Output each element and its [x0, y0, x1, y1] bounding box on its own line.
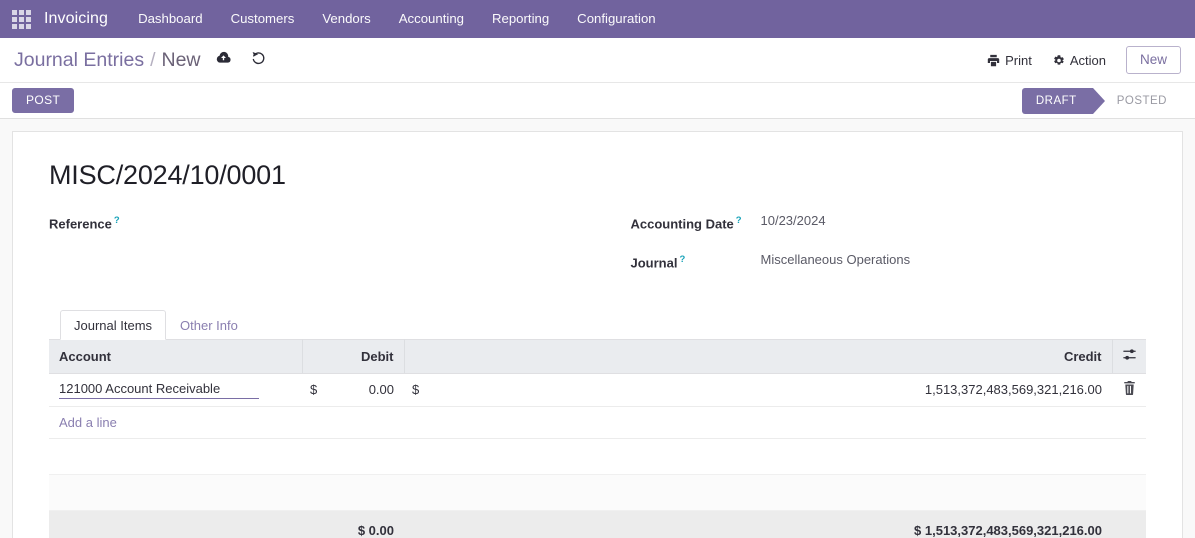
- cloud-upload-icon[interactable]: [215, 49, 232, 66]
- record-actions: [215, 49, 267, 66]
- help-icon[interactable]: ?: [113, 215, 120, 226]
- menu-item-dashboard[interactable]: Dashboard: [138, 11, 203, 26]
- table-header-row: Account Debit Credit: [49, 338, 1146, 374]
- delete-row-button[interactable]: [1112, 373, 1146, 407]
- help-icon[interactable]: ?: [735, 215, 742, 226]
- top-navbar: Invoicing Dashboard Customers Vendors Ac…: [0, 0, 1195, 38]
- field-row-reference: Reference?: [49, 209, 578, 235]
- total-debit: $ 0.00: [302, 509, 404, 538]
- menu-item-customers[interactable]: Customers: [230, 11, 295, 26]
- apps-grid-icon[interactable]: [8, 6, 34, 32]
- form-column-left: Reference?: [49, 209, 598, 288]
- accounting-date-label: Accounting Date?: [631, 209, 761, 235]
- app-brand-invoicing[interactable]: Invoicing: [44, 10, 109, 27]
- trash-icon: [1123, 381, 1136, 396]
- reference-input[interactable]: [179, 209, 359, 232]
- journal-label: Journal?: [631, 248, 761, 274]
- printer-icon: [987, 54, 1000, 67]
- breadcrumb-current-new: New: [161, 48, 201, 71]
- post-button[interactable]: POST: [12, 87, 75, 114]
- form-sheet: MISC/2024/10/0001 Reference? Accounting …: [12, 131, 1183, 538]
- cell-credit-currency: $: [404, 373, 426, 407]
- print-button[interactable]: Print: [977, 53, 1042, 68]
- cell-debit-currency: $: [302, 373, 350, 407]
- column-header-account[interactable]: Account: [49, 338, 303, 374]
- tab-journal-items[interactable]: Journal Items: [60, 309, 167, 340]
- print-label: Print: [1005, 52, 1032, 68]
- totals-spacer: [49, 509, 302, 538]
- tab-other-info[interactable]: Other Info: [180, 317, 238, 333]
- sheet-container: MISC/2024/10/0001 Reference? Accounting …: [0, 119, 1195, 538]
- notebook: Journal Items Other Info Account Debit C…: [49, 309, 1146, 538]
- menu-item-accounting[interactable]: Accounting: [398, 11, 464, 26]
- control-panel: Journal Entries / New: [0, 38, 1195, 83]
- field-row-accounting-date: Accounting Date? 10/23/2024: [631, 209, 1147, 235]
- table-row[interactable]: 121000 Account Receivable $ 0.00 $ 1,513…: [49, 373, 1146, 407]
- page-title: MISC/2024/10/0001: [49, 160, 286, 190]
- menu-item-reporting[interactable]: Reporting: [491, 11, 550, 26]
- optional-columns-toggle[interactable]: [1112, 338, 1146, 374]
- total-credit: $ 1,513,372,483,569,321,216.00: [404, 509, 1112, 538]
- main-menu: Dashboard Customers Vendors Accounting R…: [124, 0, 670, 38]
- column-header-debit[interactable]: Debit: [302, 338, 405, 374]
- new-button[interactable]: New: [1125, 45, 1181, 75]
- reference-label: Reference?: [49, 209, 179, 235]
- breadcrumb-parent-journal-entries[interactable]: Journal Entries: [14, 48, 145, 71]
- add-line-row[interactable]: Add a line: [49, 406, 1146, 439]
- journal-items-table: Account Debit Credit: [49, 338, 1146, 538]
- control-panel-right: Print Action New: [977, 45, 1181, 75]
- account-input[interactable]: 121000 Account Receivable: [59, 381, 259, 399]
- status-bar: POST DRAFT POSTED: [0, 83, 1195, 119]
- totals-row: $ 0.00 $ 1,513,372,483,569,321,216.00: [49, 509, 1146, 538]
- add-a-line-link[interactable]: Add a line: [59, 414, 117, 430]
- help-icon[interactable]: ?: [679, 254, 686, 266]
- reference-label-text: Reference: [49, 216, 112, 232]
- notebook-tabs: Journal Items Other Info: [49, 309, 1146, 340]
- gear-icon: [1052, 54, 1065, 67]
- sliders-icon: [1122, 347, 1137, 362]
- cell-account[interactable]: 121000 Account Receivable: [49, 373, 302, 407]
- status-stage-draft[interactable]: DRAFT: [1021, 87, 1105, 114]
- cell-debit[interactable]: 0.00: [350, 373, 404, 407]
- form-column-right: Accounting Date? 10/23/2024 Journal? Mis…: [598, 209, 1147, 288]
- control-panel-left: Journal Entries / New: [14, 49, 267, 72]
- accounting-date-label-text: Accounting Date: [630, 216, 734, 232]
- journal-label-text: Journal: [630, 255, 678, 271]
- totals-spacer-right: [1112, 509, 1146, 538]
- add-line-cell[interactable]: Add a line: [49, 406, 1146, 439]
- empty-row: [49, 474, 1146, 511]
- menu-item-configuration[interactable]: Configuration: [577, 11, 656, 26]
- action-button[interactable]: Action: [1042, 53, 1116, 68]
- breadcrumb-separator: /: [150, 48, 156, 71]
- undo-icon[interactable]: [250, 49, 267, 66]
- accounting-date-input[interactable]: 10/23/2024: [760, 213, 826, 228]
- form-fields: Reference? Accounting Date? 10/23/2024: [49, 209, 1146, 288]
- action-label: Action: [1069, 52, 1106, 68]
- menu-item-vendors[interactable]: Vendors: [322, 11, 371, 26]
- status-stage-posted[interactable]: POSTED: [1116, 94, 1167, 107]
- empty-row: [49, 438, 1146, 475]
- field-row-journal: Journal? Miscellaneous Operations: [631, 248, 1147, 274]
- status-pipeline: DRAFT POSTED: [1021, 87, 1181, 114]
- journal-input[interactable]: Miscellaneous Operations: [760, 252, 911, 268]
- breadcrumb: Journal Entries / New: [14, 49, 201, 72]
- cell-credit[interactable]: 1,513,372,483,569,321,216.00: [426, 373, 1112, 407]
- column-header-credit[interactable]: Credit: [404, 338, 1113, 374]
